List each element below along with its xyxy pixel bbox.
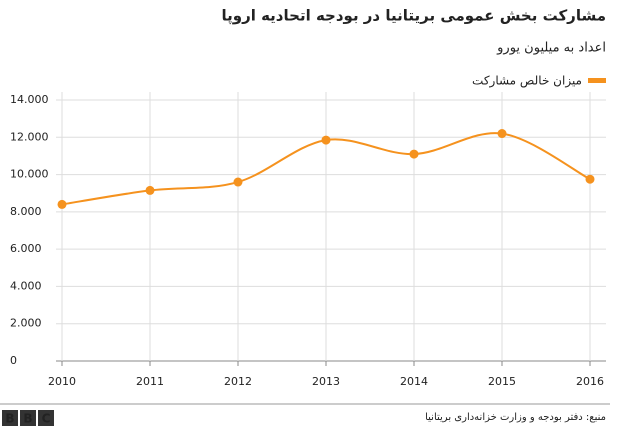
- chart-title: مشارکت بخش عمومی بریتانیا در بودجه اتحاد…: [221, 7, 606, 26]
- brand-box: [20, 410, 36, 426]
- x-tick-label: 2014: [400, 375, 428, 388]
- data-point: [145, 185, 155, 195]
- x-tick-label: 2016: [576, 375, 604, 388]
- y-tick-label: 14.000: [10, 93, 49, 106]
- data-point: [321, 135, 331, 145]
- y-tick-label: 6.000: [10, 242, 42, 255]
- brand-letter: B: [23, 412, 32, 426]
- y-tick-label: 12.000: [10, 130, 49, 143]
- data-point: [585, 174, 595, 184]
- brand-box: [2, 410, 18, 426]
- y-tick-label: 4.000: [10, 279, 42, 292]
- legend-swatch: [588, 78, 606, 83]
- y-tick-label: 10.000: [10, 168, 49, 181]
- y-tick-label: 8.000: [10, 205, 42, 218]
- data-point: [57, 199, 67, 209]
- data-point: [233, 177, 243, 187]
- chart-subtitle: اعداد به میلیون یورو: [496, 41, 606, 56]
- x-tick-label: 2010: [48, 375, 76, 388]
- data-point: [409, 149, 419, 159]
- brand-box: [38, 410, 54, 426]
- x-tick-label: 2012: [224, 375, 252, 388]
- source: منبع: دفتر بودجه و وزارت خزانه‌داری بریت…: [425, 412, 606, 423]
- brand-letter: C: [42, 412, 51, 426]
- x-tick-label: 2015: [488, 375, 516, 388]
- x-tick-label: 2011: [136, 375, 164, 388]
- y-tick-label: 2.000: [10, 317, 42, 330]
- legend-label: میزان خالص مشارکت: [472, 74, 582, 89]
- y-tick-label: 0: [10, 354, 17, 367]
- brand-letter: B: [5, 412, 14, 426]
- x-tick-label: 2013: [312, 375, 340, 388]
- data-point: [497, 129, 507, 139]
